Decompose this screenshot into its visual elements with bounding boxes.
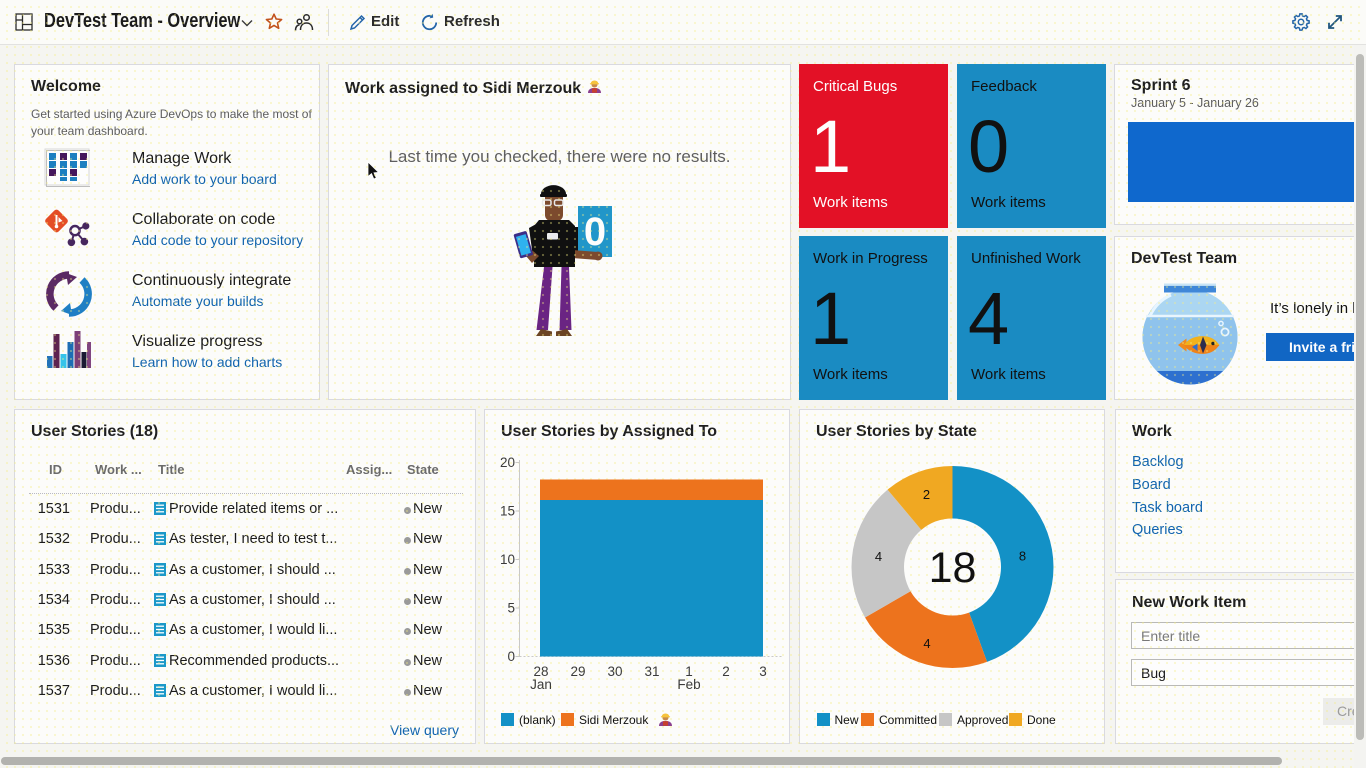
svg-text:0: 0 bbox=[584, 210, 606, 254]
svg-text:4: 4 bbox=[875, 549, 882, 564]
svg-text:10: 10 bbox=[500, 552, 515, 567]
svg-text:5: 5 bbox=[507, 601, 515, 616]
svg-text:Feb: Feb bbox=[677, 677, 700, 692]
svg-text:18: 18 bbox=[929, 544, 977, 592]
svg-text:Sidi Merzouk: Sidi Merzouk bbox=[579, 713, 649, 727]
svg-text:1: 1 bbox=[685, 664, 693, 679]
svg-text:New: New bbox=[835, 713, 859, 727]
svg-text:31: 31 bbox=[644, 664, 659, 679]
svg-text:Committed: Committed bbox=[879, 713, 937, 727]
svg-text:Approved: Approved bbox=[957, 713, 1008, 727]
svg-text:2: 2 bbox=[722, 664, 730, 679]
svg-text:0: 0 bbox=[507, 649, 515, 664]
svg-text:Done: Done bbox=[1027, 713, 1056, 727]
svg-text:Jan: Jan bbox=[530, 677, 552, 692]
svg-text:(blank): (blank) bbox=[519, 713, 556, 727]
svg-text:15: 15 bbox=[500, 504, 515, 519]
svg-text:4: 4 bbox=[923, 636, 930, 651]
svg-text:28: 28 bbox=[533, 664, 548, 679]
svg-text:2: 2 bbox=[923, 487, 930, 502]
svg-text:8: 8 bbox=[1019, 549, 1026, 564]
svg-text:29: 29 bbox=[570, 664, 585, 679]
svg-text:30: 30 bbox=[607, 664, 622, 679]
svg-text:20: 20 bbox=[500, 455, 515, 470]
svg-text:3: 3 bbox=[759, 664, 767, 679]
